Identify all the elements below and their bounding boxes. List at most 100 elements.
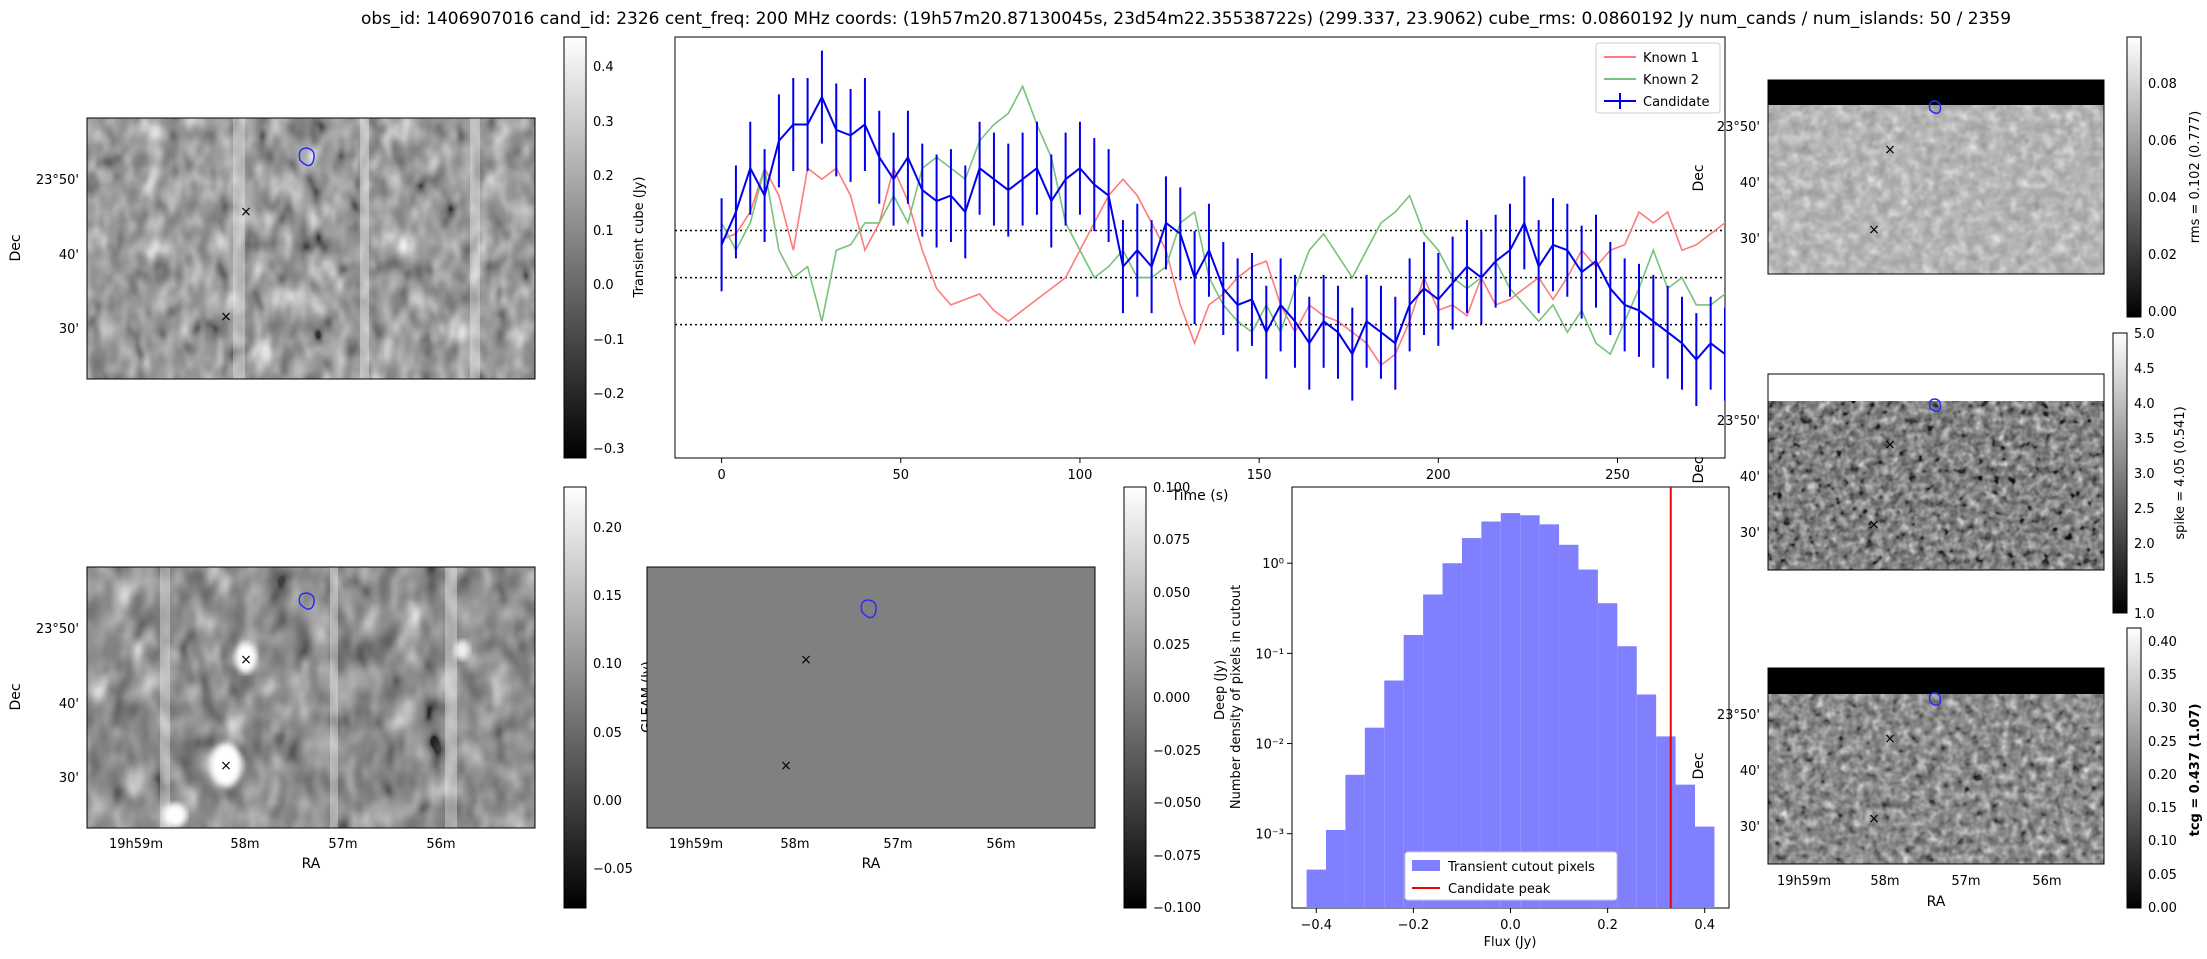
time-tick-label: 50 bbox=[892, 468, 909, 483]
candidate-marker: × bbox=[1884, 731, 1896, 747]
dec-axis-label: Dec bbox=[8, 683, 24, 710]
figure-title: obs_id: 1406907016 cand_id: 2326 cent_fr… bbox=[361, 9, 2011, 29]
histogram-panel: −0.4 −0.2 0.0 0.2 0.4 10⁻³ 10⁻² 10⁻¹ 10⁰ Number … bbox=[1229, 486, 1730, 950]
cbar-tick: 5.0 bbox=[2134, 327, 2155, 342]
ra-tick: 19h59m bbox=[1777, 874, 1831, 889]
dec-tick: 40' bbox=[1740, 764, 1760, 779]
time-tick-label: 150 bbox=[1247, 468, 1272, 483]
cbar-tick: 2.5 bbox=[2134, 502, 2155, 517]
dec-tick: 30' bbox=[1740, 526, 1760, 541]
candidate-contour bbox=[1928, 692, 1942, 706]
histogram-bar bbox=[1539, 524, 1560, 908]
histogram-bar bbox=[1636, 694, 1657, 908]
ra-tick: 58m bbox=[780, 837, 809, 852]
cbar-tick: 0.00 bbox=[593, 794, 622, 809]
gleam-colorbar: 0.100 0.075 0.050 0.025 0.000 −0.025 −0.… bbox=[1123, 481, 1228, 916]
tcg-colorbar: 0.40 0.35 0.30 0.25 0.20 0.15 0.10 0.05 … bbox=[2126, 627, 2203, 916]
flux-tick-label: −0.4 bbox=[1300, 918, 1332, 933]
transient-colorbar: 0.4 0.3 0.2 0.1 0.0 −0.1 −0.2 −0.3 Trans… bbox=[563, 36, 647, 459]
flux-tick-label: 0.4 bbox=[1694, 918, 1715, 933]
cbar-label: Transient cube (Jy) bbox=[632, 177, 647, 299]
cbar-tick: 0.025 bbox=[1153, 638, 1190, 653]
density-tick-label: 10⁻¹ bbox=[1255, 647, 1284, 662]
time-tick-label: 250 bbox=[1605, 468, 1630, 483]
dec-axis-label: Dec bbox=[1691, 456, 1707, 483]
cbar-tick: 0.10 bbox=[2148, 834, 2177, 849]
cbar-tick: 0.08 bbox=[2148, 77, 2177, 92]
ra-axis-label: RA bbox=[302, 856, 321, 872]
cbar-tick: 0.15 bbox=[593, 589, 622, 604]
time-axis-label: Time (s) bbox=[1171, 488, 1229, 504]
cbar-tick: 4.5 bbox=[2134, 362, 2155, 377]
time-tick-label: 0 bbox=[717, 468, 725, 483]
dec-tick: 23°50' bbox=[1717, 414, 1760, 429]
cbar-tick: 0.15 bbox=[2148, 801, 2177, 816]
cbar-tick: 0.25 bbox=[2148, 735, 2177, 750]
cbar-tick: 0.20 bbox=[2148, 768, 2177, 783]
histogram-bar bbox=[1578, 569, 1598, 908]
dec-tick: 30' bbox=[1740, 232, 1760, 247]
dec-tick: 30' bbox=[1740, 820, 1760, 835]
cbar-tick: 0.075 bbox=[1153, 533, 1190, 548]
cbar-tick: 0.30 bbox=[2148, 701, 2177, 716]
ra-tick: 57m bbox=[328, 837, 357, 852]
cbar-tick: 3.0 bbox=[2134, 467, 2155, 482]
cbar-tick: 0.0 bbox=[593, 278, 614, 293]
time-tick-label: 100 bbox=[1068, 468, 1093, 483]
histogram-bar bbox=[1403, 634, 1424, 908]
cbar-tick: 0.3 bbox=[593, 115, 614, 130]
legend-peak: Candidate peak bbox=[1448, 882, 1551, 897]
histogram-bar bbox=[1461, 538, 1482, 908]
cbar-tick: −0.050 bbox=[1153, 796, 1201, 811]
cbar-tick: 1.0 bbox=[2134, 607, 2155, 622]
gleam-image-panel: GLEAM (Jy) × × 19h59m 58m 57m 56m RA bbox=[640, 566, 1096, 872]
candidate-marker: × bbox=[240, 204, 252, 220]
cbar-tick: 0.1 bbox=[593, 224, 614, 239]
histogram-bar bbox=[1345, 774, 1365, 908]
known-2-series-line bbox=[720, 84, 1725, 356]
cbar-tick: 0.050 bbox=[1153, 586, 1190, 601]
ra-tick: 58m bbox=[230, 837, 259, 852]
cbar-tick: 0.05 bbox=[2148, 868, 2177, 883]
histogram-bar bbox=[1695, 826, 1715, 908]
candidate-contour bbox=[298, 592, 315, 610]
cbar-tick: 0.000 bbox=[1153, 691, 1190, 706]
candidate-contour bbox=[1928, 100, 1942, 114]
deep-image-panel: × × 23°50' 40' 30' Dec 19h59m 58m 57m 56… bbox=[8, 566, 536, 872]
tcg-image-panel: × × 23°50' 40' 30' Dec 19h59m 58m 57m 56… bbox=[1691, 667, 2105, 910]
dec-tick: 40' bbox=[1740, 470, 1760, 485]
flux-tick-label: −0.2 bbox=[1398, 918, 1430, 933]
cbar-label: rms = 0.102 (0.777) bbox=[2188, 111, 2203, 243]
cbar-tick: −0.100 bbox=[1153, 901, 1201, 916]
cbar-tick: 0.40 bbox=[2148, 635, 2177, 650]
known-source-marker: × bbox=[780, 758, 792, 774]
histogram-bar bbox=[1617, 646, 1637, 908]
legend-candidate: Candidate bbox=[1643, 95, 1709, 110]
dec-tick: 23°50' bbox=[1717, 708, 1760, 723]
legend-known2: Known 2 bbox=[1643, 73, 1699, 88]
cbar-tick: −0.075 bbox=[1153, 849, 1201, 864]
histogram-bar bbox=[1656, 736, 1676, 908]
cbar-tick: 3.5 bbox=[2134, 432, 2155, 447]
candidate-contour bbox=[860, 599, 877, 619]
cbar-label: Deep (Jy) bbox=[1213, 660, 1228, 720]
ra-tick: 56m bbox=[426, 837, 455, 852]
dec-axis-label: Dec bbox=[1691, 752, 1707, 779]
density-tick-label: 10⁻² bbox=[1255, 738, 1284, 753]
cbar-tick: 0.02 bbox=[2148, 248, 2177, 263]
cbar-tick: 0.35 bbox=[2148, 668, 2177, 683]
dec-tick: 30' bbox=[59, 322, 79, 337]
hist-xlabel: Flux (Jy) bbox=[1484, 935, 1537, 950]
cbar-tick: 1.5 bbox=[2134, 572, 2155, 587]
candidate-marker: × bbox=[1884, 437, 1896, 453]
histogram-bar bbox=[1384, 680, 1404, 908]
transient-image-panel: × × 23°50' 40' 30' Dec bbox=[8, 117, 536, 380]
known-source-marker: × bbox=[220, 758, 232, 774]
cbar-tick: −0.025 bbox=[1153, 744, 1201, 759]
flux-tick-label: 0.0 bbox=[1500, 918, 1521, 933]
rms-colorbar: 0.08 0.06 0.04 0.02 0.00 rms = 0.102 (0.… bbox=[2126, 36, 2203, 320]
known-source-marker: × bbox=[1868, 811, 1880, 827]
cbar-tick: −0.2 bbox=[593, 387, 625, 402]
cbar-label: tcg = 0.437 (1.07) bbox=[2188, 704, 2203, 837]
dec-tick: 30' bbox=[59, 771, 79, 786]
